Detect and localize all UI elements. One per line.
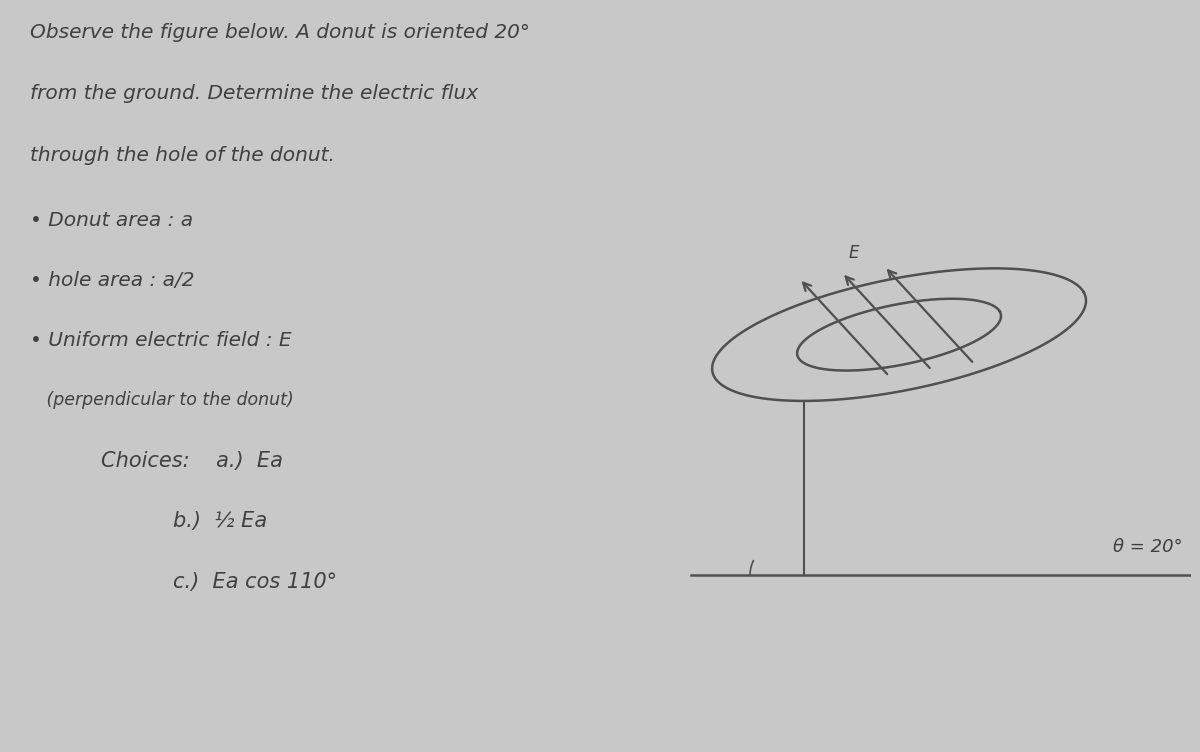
Text: c.)  Ea cos 110°: c.) Ea cos 110° (173, 572, 337, 592)
Text: Observe the figure below. A donut is oriented 20°: Observe the figure below. A donut is ori… (30, 23, 529, 41)
Text: E: E (848, 244, 859, 262)
Text: • Donut area : a: • Donut area : a (30, 211, 193, 229)
Text: through the hole of the donut.: through the hole of the donut. (30, 146, 335, 165)
Text: • hole area : a/2: • hole area : a/2 (30, 271, 194, 290)
Text: Choices:    a.)  Ea: Choices: a.) Ea (101, 451, 283, 472)
Text: (perpendicular to the donut): (perpendicular to the donut) (30, 391, 294, 409)
Text: • Uniform electric field : E: • Uniform electric field : E (30, 331, 292, 350)
Text: b.)  ½ Ea: b.) ½ Ea (173, 511, 266, 532)
Text: from the ground. Determine the electric flux: from the ground. Determine the electric … (30, 84, 478, 103)
Text: θ = 20°: θ = 20° (1114, 538, 1183, 556)
